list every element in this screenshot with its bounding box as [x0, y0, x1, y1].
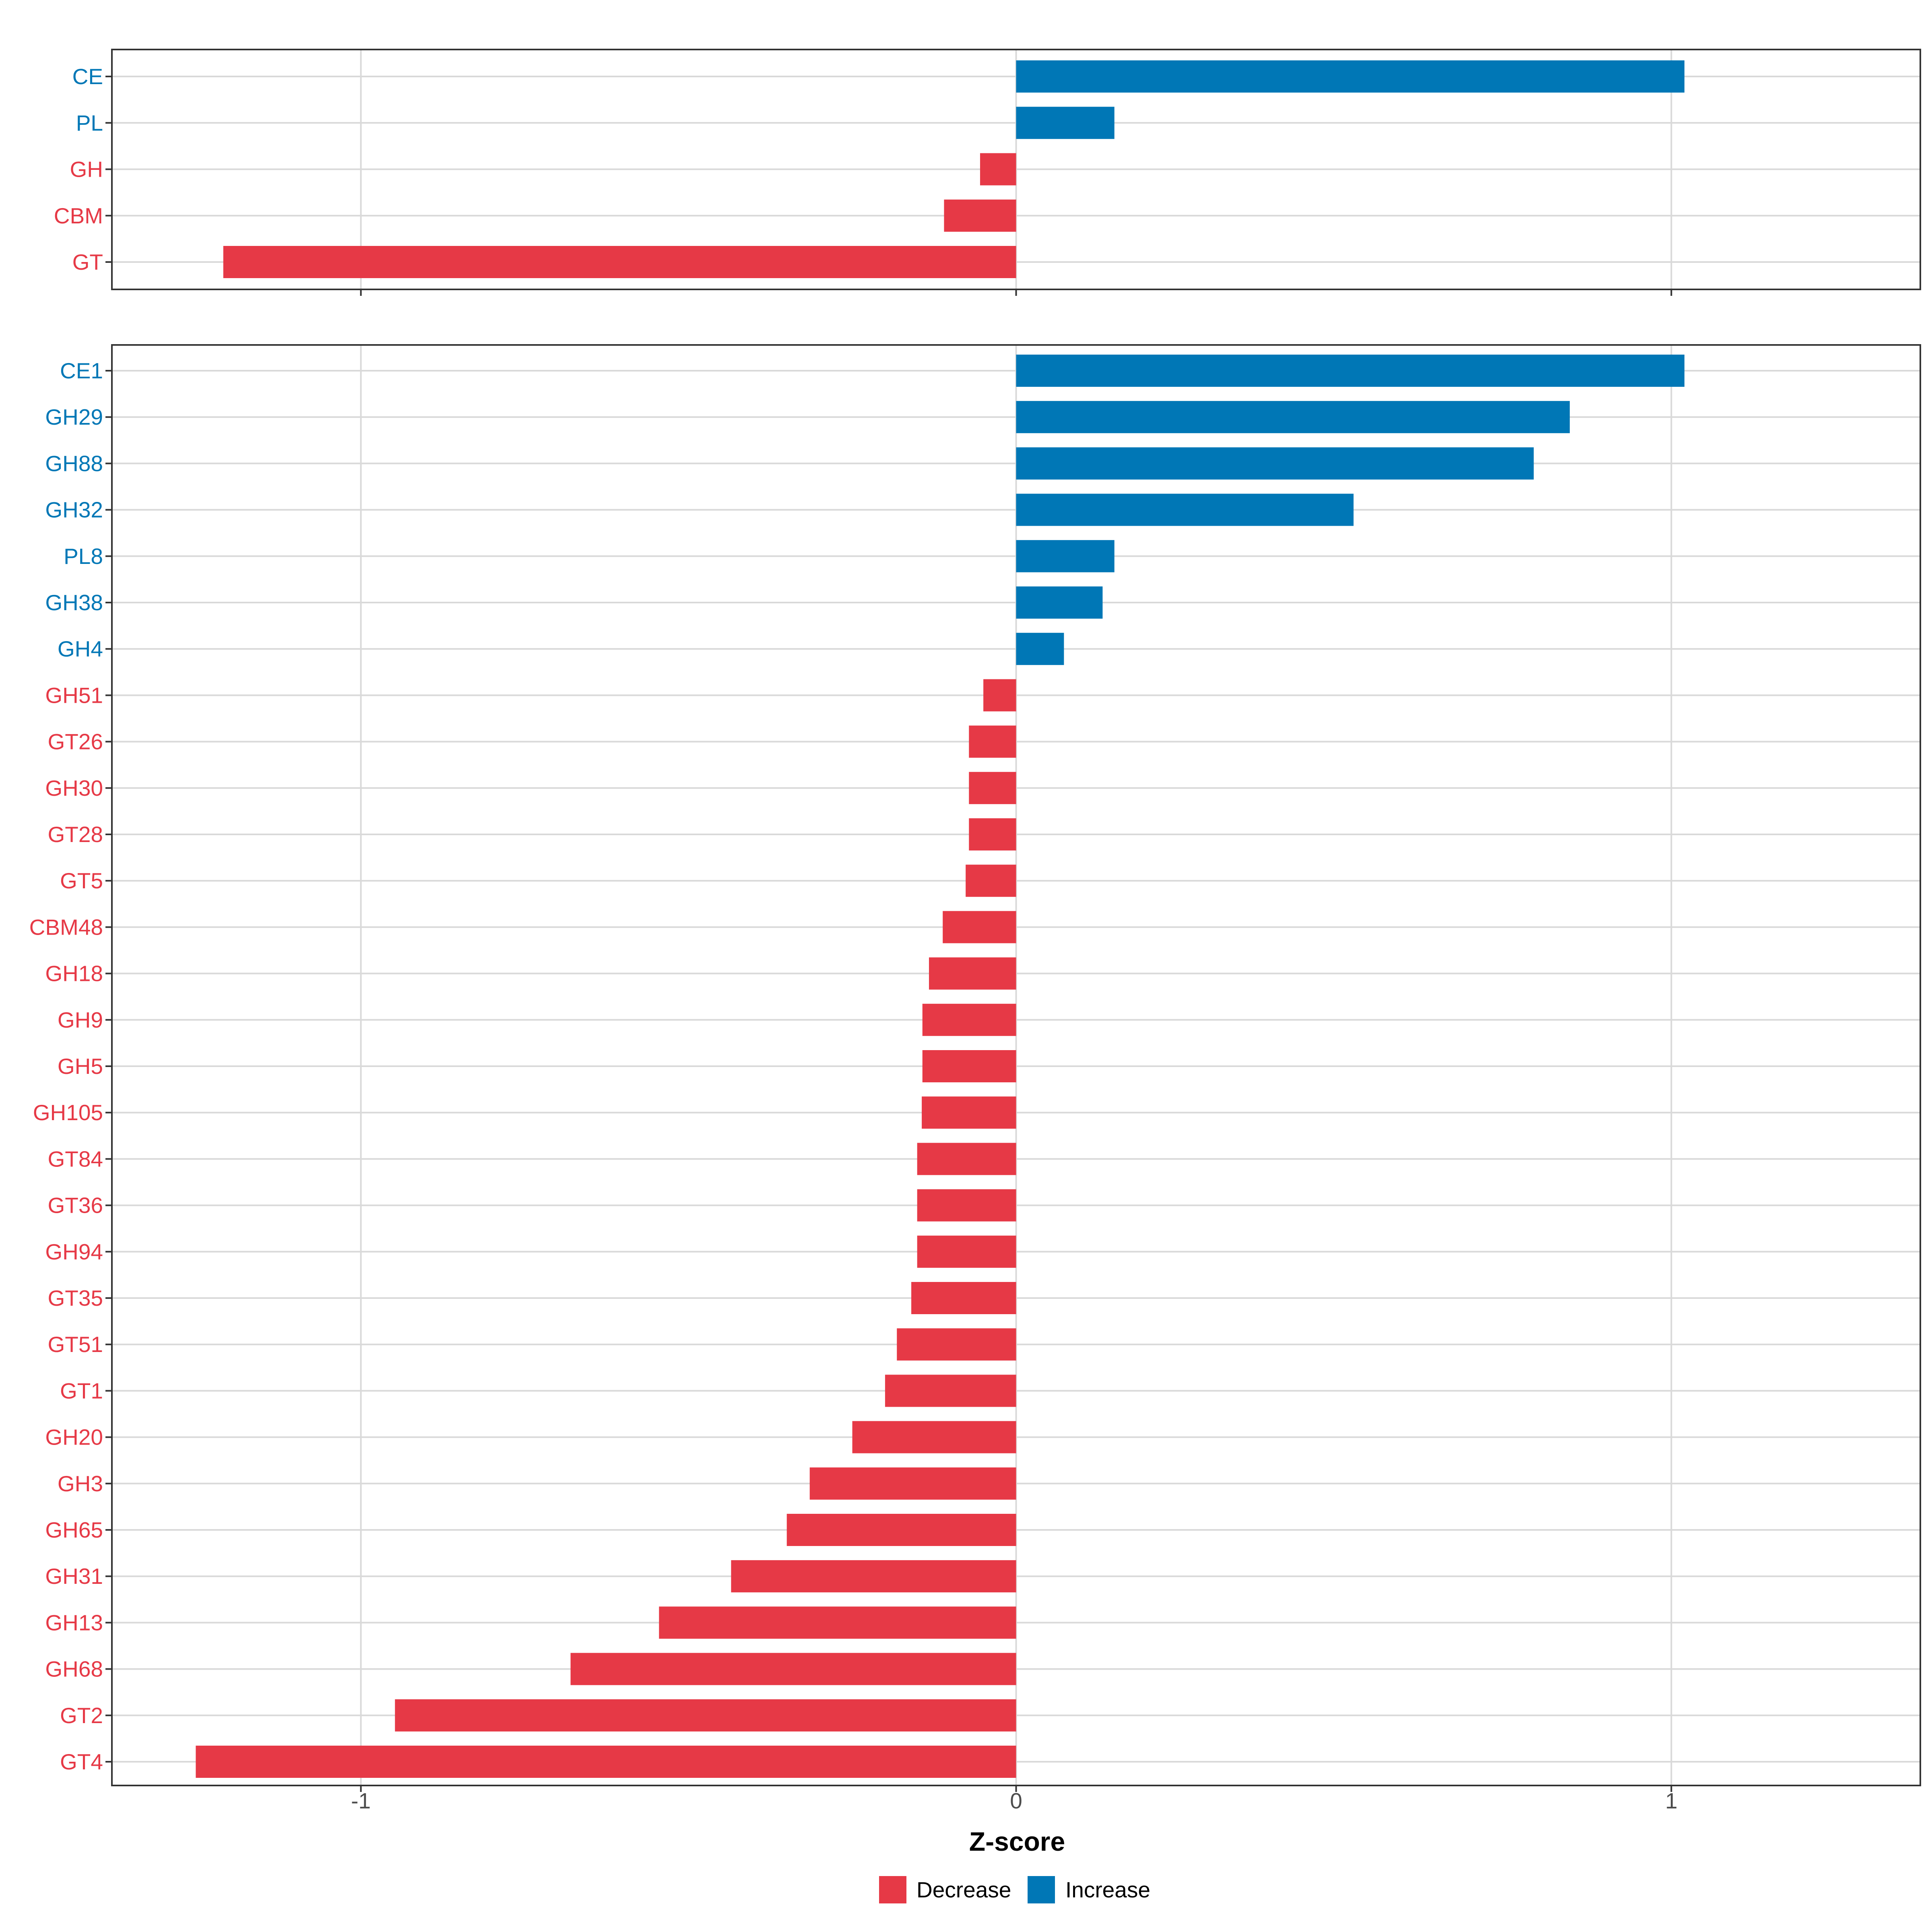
bottom-bar-gh4: [1016, 633, 1064, 665]
bottom-bar-gh18: [929, 957, 1016, 990]
bottom-y-label-gt28: GT28: [47, 822, 103, 847]
bottom-y-label-gh9: GH9: [58, 1007, 103, 1032]
bottom-y-label-gh65: GH65: [45, 1517, 103, 1542]
top-bar-ce: [1016, 60, 1684, 93]
bottom-y-label-gt26: GT26: [47, 729, 103, 754]
bottom-y-label-gh4: GH4: [58, 636, 103, 661]
bottom-bar-gh13: [659, 1606, 1016, 1639]
bottom-bar-gh29: [1016, 401, 1570, 433]
bottom-y-label-gt36: GT36: [47, 1193, 103, 1218]
bottom-y-label-gt4: GT4: [60, 1749, 103, 1774]
legend-key-increase: [1028, 1876, 1055, 1903]
bottom-bar-ce1: [1016, 355, 1684, 387]
bottom-y-label-gt1: GT1: [60, 1378, 103, 1403]
x-tick-label: -1: [351, 1788, 371, 1813]
top-y-label-gh: GH: [70, 157, 103, 182]
bottom-y-label-gh5: GH5: [58, 1054, 103, 1079]
bottom-bar-pl8: [1016, 540, 1115, 572]
bottom-bar-gt51: [897, 1328, 1016, 1361]
top-bar-gt: [223, 246, 1016, 278]
legend-label-increase: Increase: [1065, 1877, 1150, 1902]
bottom-bar-gh3: [809, 1467, 1016, 1500]
legend-label-decrease: Decrease: [916, 1877, 1011, 1902]
bottom-bar-gt84: [917, 1143, 1016, 1175]
bottom-panel: CE1 GH29 GH88 GH32 PL8 GH38 GH4 GH51 GT26 GH30 GT2…: [29, 344, 1921, 1792]
top-y-label-cbm: CBM: [54, 203, 103, 228]
legend-key-decrease: [879, 1876, 906, 1903]
x-axis: -1 0 1: [351, 1788, 1678, 1813]
top-y-label-ce: CE: [72, 64, 103, 89]
top-y-label-gt: GT: [72, 250, 103, 275]
bottom-y-label-gh68: GH68: [45, 1657, 103, 1682]
bottom-bar-gh38: [1016, 586, 1103, 619]
bottom-bar-gh68: [570, 1653, 1016, 1685]
bottom-bar-gh32: [1016, 493, 1354, 526]
bottom-y-label-gh3: GH3: [58, 1471, 103, 1496]
bottom-bar-gt26: [969, 725, 1016, 758]
bottom-y-label-gh18: GH18: [45, 961, 103, 986]
bottom-bar-gh30: [969, 772, 1016, 804]
bottom-bar-gh105: [922, 1096, 1016, 1129]
x-tick-label: 1: [1665, 1788, 1678, 1813]
bottom-y-label-pl8: PL8: [64, 544, 103, 569]
bottom-y-label-ce1: CE1: [60, 358, 103, 383]
bottom-bar-gh51: [983, 679, 1016, 712]
bottom-bar-gt2: [395, 1699, 1016, 1732]
bottom-y-label-gt84: GT84: [47, 1146, 103, 1171]
bottom-y-label-gh29: GH29: [45, 405, 103, 429]
bottom-bar-gh94: [917, 1235, 1016, 1268]
bottom-y-label-gh20: GH20: [45, 1425, 103, 1450]
bottom-y-label-gh38: GH38: [45, 590, 103, 615]
bottom-bar-gt36: [917, 1189, 1016, 1222]
bottom-bar-gt35: [911, 1282, 1016, 1314]
bottom-y-label-gh13: GH13: [45, 1610, 103, 1635]
bottom-bar-gh65: [786, 1514, 1016, 1546]
x-tick-label: 0: [1010, 1788, 1022, 1813]
bottom-bar-cbm48: [943, 911, 1016, 943]
top-bar-pl: [1016, 107, 1115, 139]
bottom-bar-gh5: [922, 1050, 1016, 1082]
top-bar-cbm: [944, 199, 1016, 232]
bottom-y-label-gt5: GT5: [60, 868, 103, 893]
bottom-bar-gh20: [852, 1421, 1016, 1453]
bottom-y-label-gh94: GH94: [45, 1239, 103, 1264]
bottom-bar-gh9: [922, 1003, 1016, 1036]
bottom-y-label-cbm48: CBM48: [29, 914, 103, 939]
bottom-bar-gh88: [1016, 447, 1534, 480]
bottom-bar-gt5: [966, 865, 1016, 897]
bottom-y-label-gh105: GH105: [33, 1100, 103, 1125]
bottom-y-label-gh32: GH32: [45, 497, 103, 522]
bottom-y-label-gh88: GH88: [45, 451, 103, 476]
bottom-y-label-gh31: GH31: [45, 1564, 103, 1589]
bottom-bar-gt4: [196, 1746, 1016, 1778]
bottom-bar-gt28: [969, 818, 1016, 850]
x-axis-title: Z-score: [969, 1827, 1065, 1856]
bottom-bar-gt1: [885, 1375, 1016, 1407]
legend: Decrease Increase: [879, 1876, 1150, 1903]
bottom-y-label-gh51: GH51: [45, 683, 103, 708]
top-bar-gh: [980, 153, 1016, 186]
bottom-y-label-gt2: GT2: [60, 1703, 103, 1728]
top-panel: CE PL GH CBM GT: [54, 49, 1921, 296]
bottom-y-label-gh30: GH30: [45, 776, 103, 801]
top-y-label-pl: PL: [76, 110, 103, 135]
bottom-y-label-gt51: GT51: [47, 1332, 103, 1357]
bottom-bar-gh31: [731, 1560, 1016, 1593]
bottom-y-label-gt35: GT35: [47, 1286, 103, 1311]
